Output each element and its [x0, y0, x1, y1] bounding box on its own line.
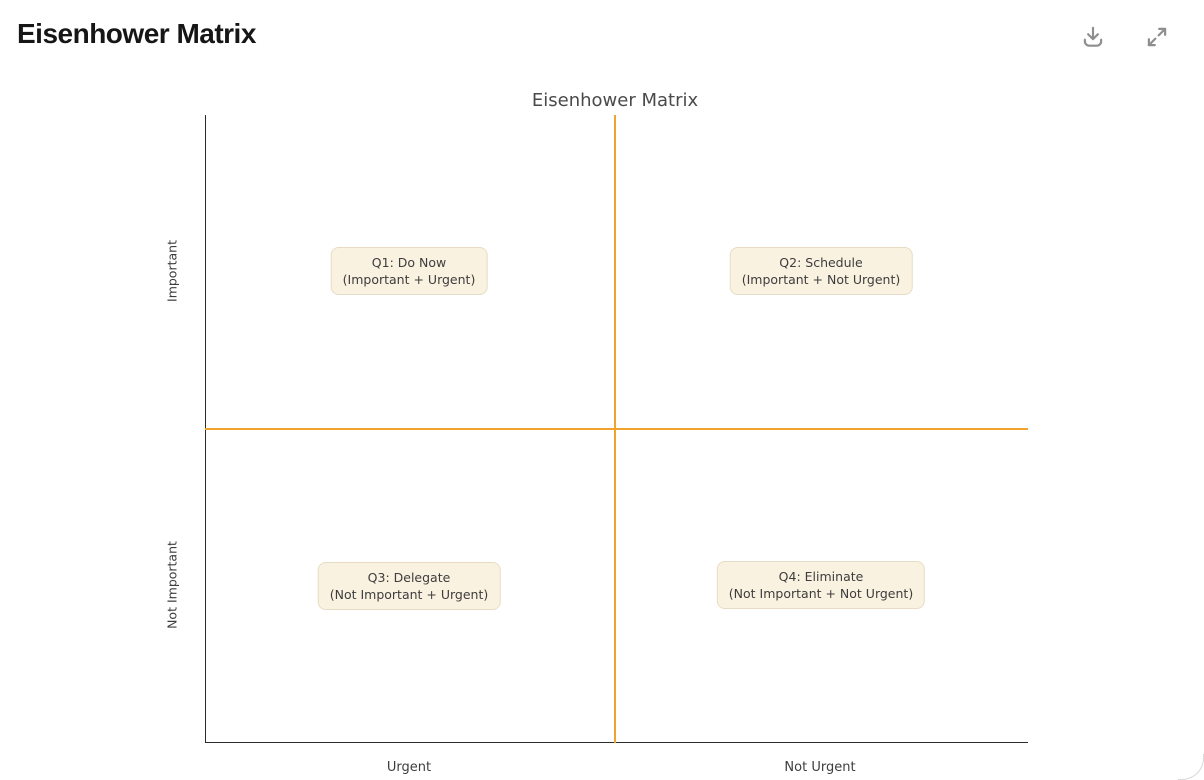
expand-button[interactable] [1141, 22, 1173, 54]
y-axis-label-not-important: Not Important [164, 541, 180, 629]
quadrant-q4-title: Q4: Eliminate [778, 569, 864, 584]
quadrant-q2-title: Q2: Schedule [779, 255, 863, 270]
quadrant-q3-subtitle: (Not Important + Urgent) [329, 587, 489, 602]
quadrant-q1-title: Q1: Do Now [371, 255, 447, 270]
x-axis-label-not-urgent: Not Urgent [784, 760, 856, 775]
quadrant-label-q4: Q4: Eliminate (Not Important + Not Urgen… [716, 561, 926, 609]
quadrant-q2-subtitle: (Important + Not Urgent) [741, 272, 901, 287]
eisenhower-matrix-chart: Eisenhower Matrix Q1: Do Now (Important … [0, 72, 1204, 780]
quadrant-q4-subtitle: (Not Important + Not Urgent) [728, 586, 914, 601]
expand-icon [1144, 24, 1170, 53]
x-axis-label-urgent: Urgent [386, 760, 432, 775]
page-title: Eisenhower Matrix [17, 18, 256, 49]
download-button[interactable] [1077, 22, 1109, 54]
quadrant-q1-subtitle: (Important + Urgent) [342, 272, 476, 287]
horizontal-divider-line [205, 428, 1028, 430]
quadrant-label-q1: Q1: Do Now (Important + Urgent) [330, 247, 488, 295]
header: Eisenhower Matrix [0, 0, 1204, 72]
y-axis-label-important: Important [164, 240, 180, 302]
chart-title: Eisenhower Matrix [531, 90, 699, 111]
quadrant-label-q2: Q2: Schedule (Important + Not Urgent) [729, 247, 913, 295]
download-icon [1080, 24, 1106, 53]
quadrant-q3-title: Q3: Delegate [367, 570, 451, 585]
quadrant-label-q3: Q3: Delegate (Not Important + Urgent) [317, 562, 501, 610]
